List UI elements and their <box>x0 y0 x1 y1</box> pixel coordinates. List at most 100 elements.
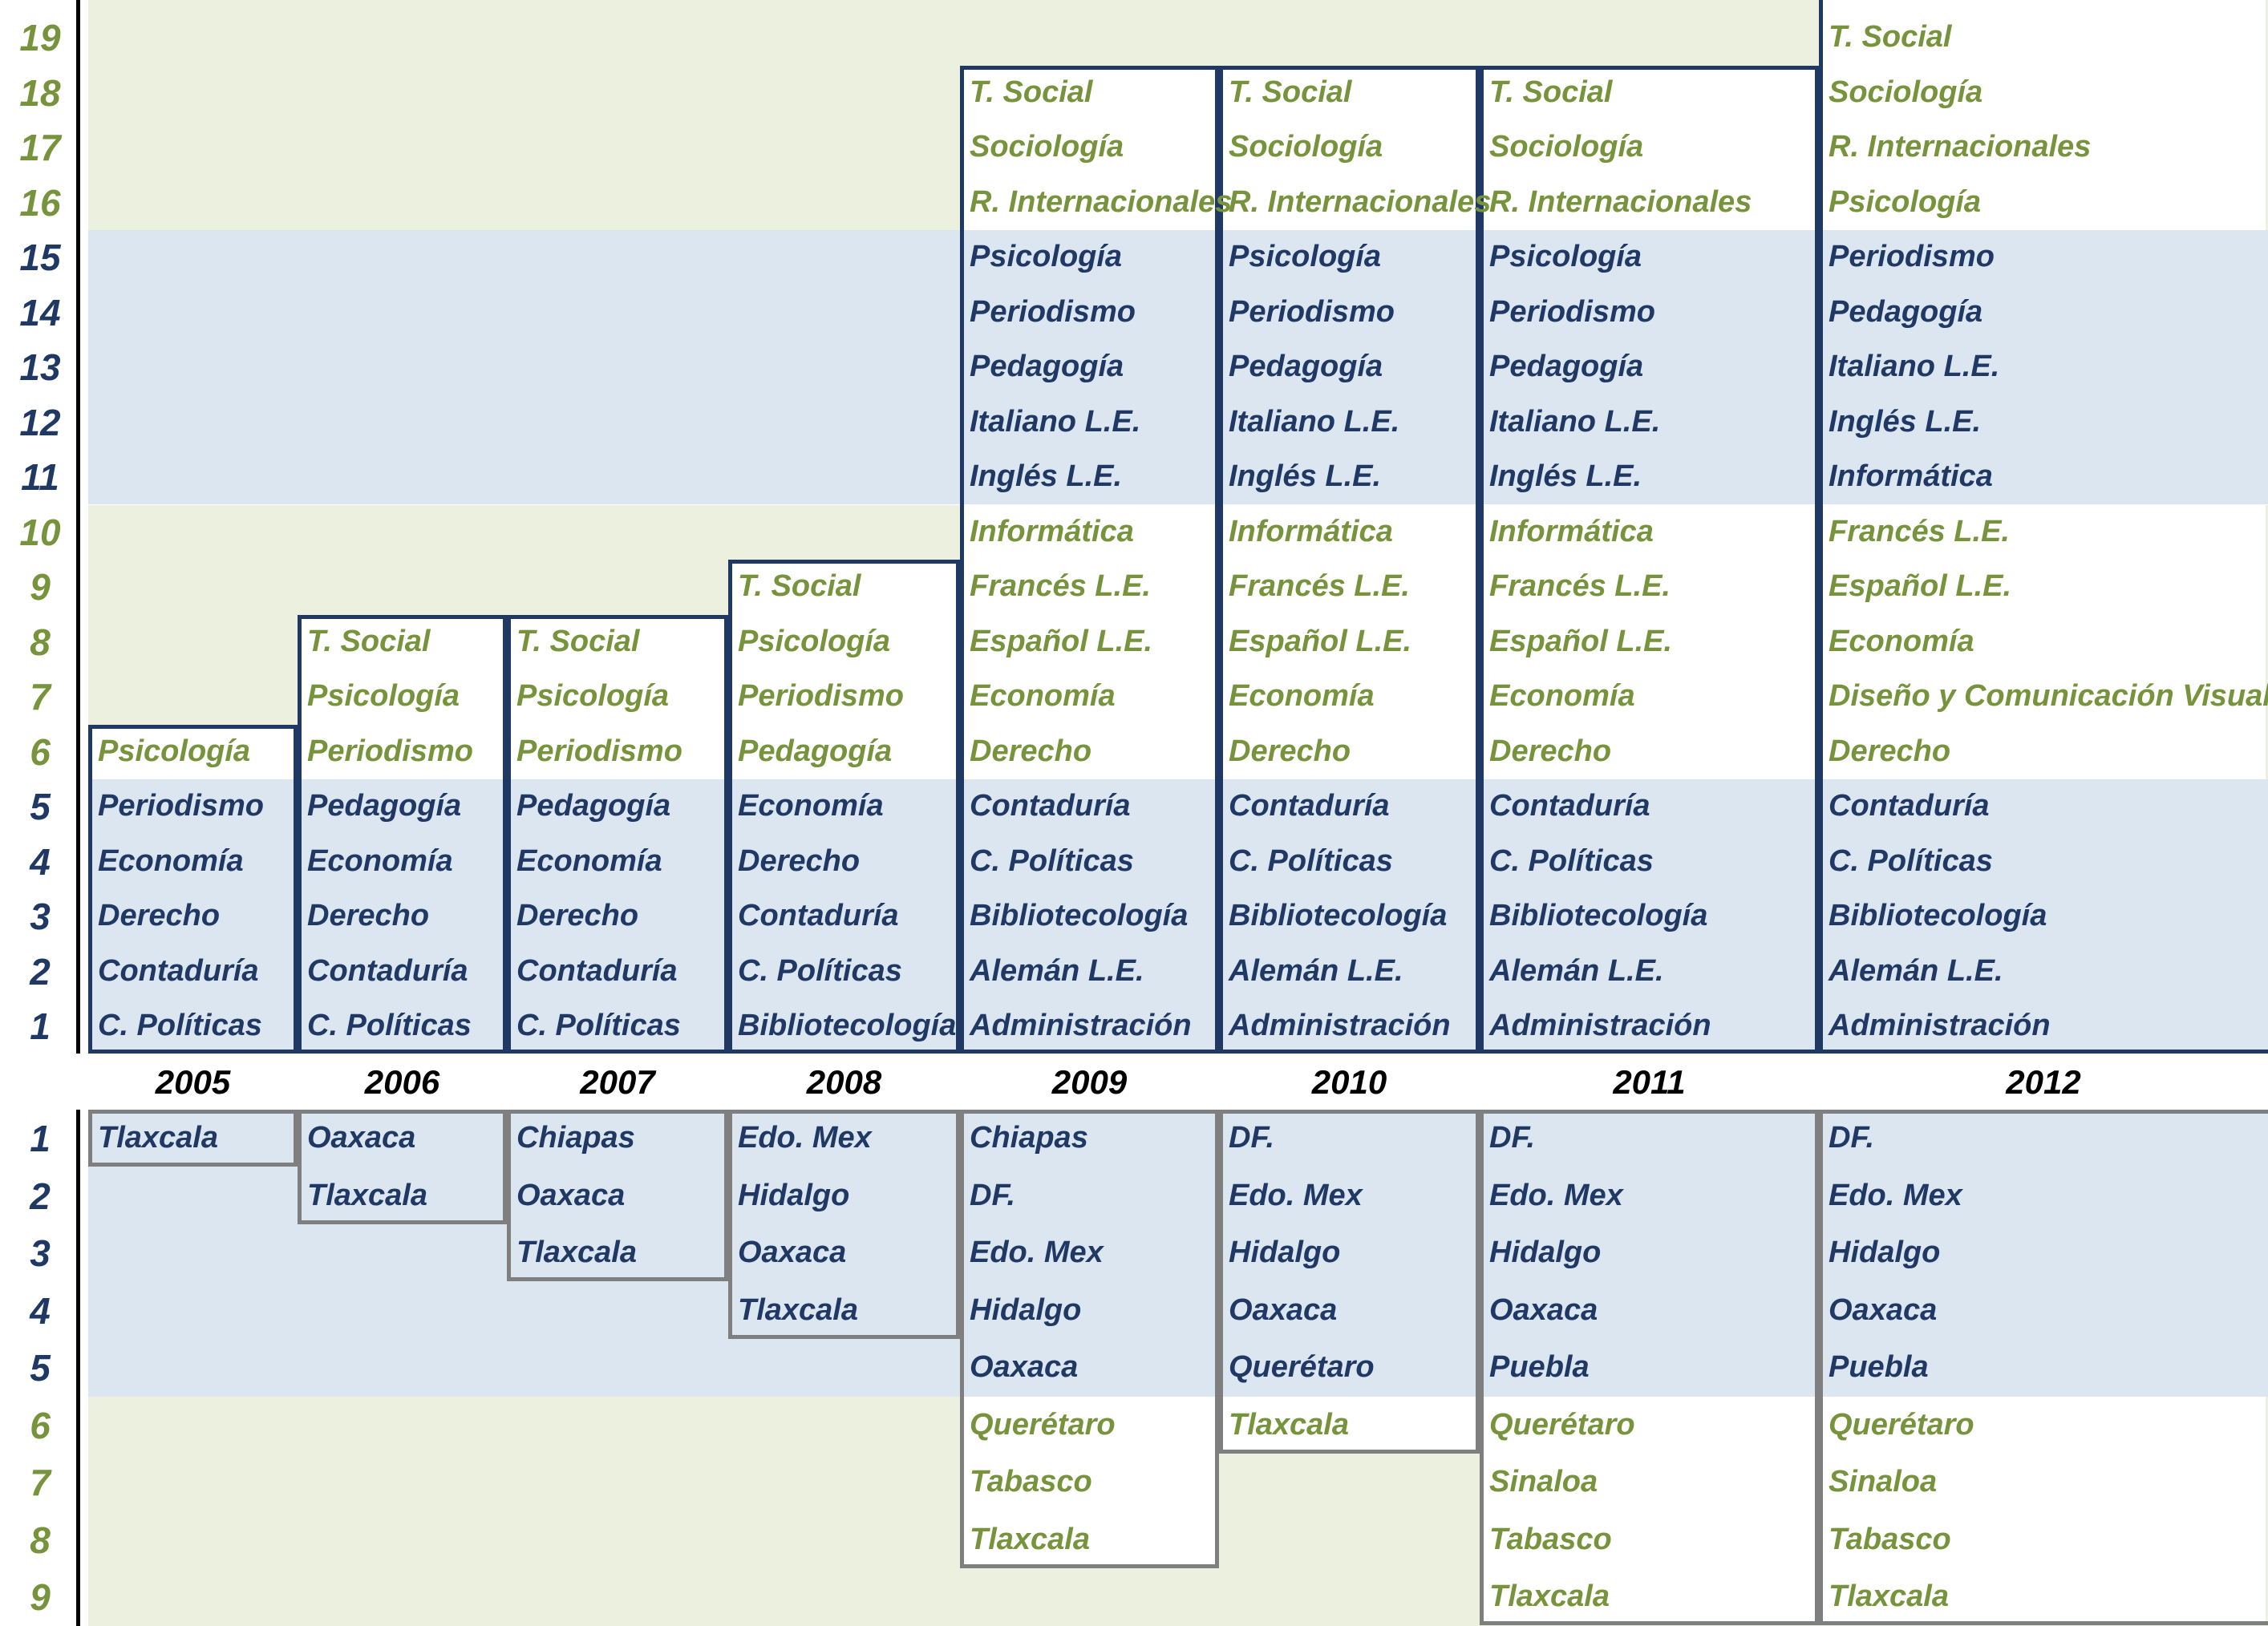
year-label: 2005 <box>155 1063 231 1101</box>
career-cell: Economía <box>970 679 1116 713</box>
career-cell: Francés L.E. <box>1489 569 1671 603</box>
career-cell: T. Social <box>516 624 640 658</box>
state-cell: Hidalgo <box>970 1292 1082 1327</box>
career-cell: Derecho <box>738 843 861 878</box>
state-cell: DF. <box>970 1178 1015 1212</box>
career-cell: Bibliotecología <box>1229 899 1448 932</box>
bottom-row-number: 8 <box>30 1519 51 1561</box>
career-cell: Periodismo <box>1229 294 1395 329</box>
career-cell: Informática <box>970 514 1134 548</box>
state-box-border-2005 <box>88 1110 298 1167</box>
career-cell: T. Social <box>1229 75 1352 109</box>
state-box-border-2006 <box>298 1110 507 1224</box>
state-cell: Edo. Mex <box>1829 1178 1962 1212</box>
left-axis-line-top <box>76 0 80 1054</box>
career-cell: Contaduría <box>1229 789 1390 823</box>
career-cell: Derecho <box>1829 734 1951 768</box>
state-cell: Hidalgo <box>1489 1236 1602 1269</box>
career-cell: C. Políticas <box>516 1009 681 1042</box>
career-cell: Sociología <box>1829 75 1983 109</box>
state-cell: Oaxaca <box>1829 1292 1938 1327</box>
state-cell: Oaxaca <box>970 1350 1079 1384</box>
career-cell: Bibliotecología <box>970 899 1189 932</box>
career-box-border-2007 <box>507 614 728 1054</box>
career-cell: Economía <box>1489 679 1635 713</box>
year-label: 2010 <box>1311 1063 1387 1101</box>
career-cell: Español L.E. <box>1489 624 1673 658</box>
career-cell: T. Social <box>738 569 861 603</box>
career-cell: Italiano L.E. <box>1229 404 1400 439</box>
top-row-number: 4 <box>30 840 51 883</box>
state-cell: Oaxaca <box>1229 1292 1338 1327</box>
career-cell: Contaduría <box>98 953 259 988</box>
career-box-fill-2012-16 <box>1821 0 2266 230</box>
career-cell: Italiano L.E. <box>970 404 1141 439</box>
career-cell: T. Social <box>970 75 1093 109</box>
career-cell: Administración <box>970 1009 1192 1042</box>
career-cell: R. Internacionales <box>1229 184 1492 219</box>
top-row-number: 3 <box>30 896 51 937</box>
career-box-border-2010 <box>1219 65 1480 1054</box>
career-cell: C. Políticas <box>1489 843 1654 878</box>
state-cell: Tabasco <box>970 1465 1092 1499</box>
bottom-row-number: 6 <box>30 1404 51 1446</box>
year-label: 2006 <box>364 1063 440 1101</box>
career-box-fill-2011-6 <box>1482 504 1816 779</box>
state-cell: Puebla <box>1489 1350 1590 1384</box>
career-cell: Pedagogía <box>307 789 462 823</box>
state-cell: Oaxaca <box>738 1236 847 1269</box>
state-cell: Tlaxcala <box>1829 1579 1949 1613</box>
top-row-number: 8 <box>30 621 51 663</box>
state-box-fill-2009 <box>962 1397 1217 1568</box>
career-cell: Inglés L.E. <box>1489 459 1642 493</box>
state-cell: Oaxaca <box>516 1178 626 1212</box>
career-cell: Periodismo <box>738 679 904 713</box>
career-cell: Economía <box>307 843 453 878</box>
state-cell: Tlaxcala <box>1489 1579 1610 1613</box>
top-band-1-5 <box>88 779 2268 1054</box>
state-cell: Edo. Mex <box>738 1121 872 1155</box>
career-box-fill-2012-6 <box>1821 504 2266 779</box>
state-cell: DF. <box>1829 1121 1874 1155</box>
career-cell: Italiano L.E. <box>1489 404 1661 439</box>
career-cell: T. Social <box>307 624 431 658</box>
state-cell: Tlaxcala <box>738 1292 858 1327</box>
state-cell: Hidalgo <box>1229 1236 1341 1269</box>
career-box-fill-2009-16 <box>962 67 1217 230</box>
career-cell: Derecho <box>1229 734 1351 768</box>
top-row-number: 1 <box>30 1005 51 1047</box>
career-cell: Periodismo <box>1829 240 1995 273</box>
career-cell: Francés L.E. <box>1829 514 2010 548</box>
career-box-fill-2010-6 <box>1221 504 1477 779</box>
career-cell: Bibliotecología <box>1489 899 1708 932</box>
career-box-fill-2006-6 <box>300 617 504 779</box>
career-cell: Informática <box>1829 459 1993 493</box>
career-box-fill-2008-6 <box>731 562 958 779</box>
bottom-row-number: 5 <box>30 1347 51 1389</box>
career-cell: Alemán L.E. <box>1229 953 1403 988</box>
state-cell: Oaxaca <box>1489 1292 1598 1327</box>
state-cell: Puebla <box>1829 1350 1929 1384</box>
top-row-number: 6 <box>30 730 51 773</box>
career-cell: Psicología <box>307 679 460 713</box>
state-cell: Tlaxcala <box>516 1236 637 1269</box>
state-cell: Querétaro <box>1489 1407 1635 1442</box>
career-cell: Periodismo <box>307 734 473 768</box>
career-cell: Pedagogía <box>1489 350 1644 383</box>
year-label: 2012 <box>2006 1063 2081 1101</box>
bottom-row-number: 9 <box>30 1576 51 1618</box>
career-box-fill-2007-6 <box>509 617 726 779</box>
state-box-border-2010 <box>1219 1110 1480 1454</box>
state-cell: Tlaxcala <box>1229 1407 1349 1442</box>
state-cell: Sinaloa <box>1489 1465 1598 1499</box>
year-label: 2007 <box>580 1063 655 1101</box>
career-cell: Sociología <box>1229 130 1383 164</box>
career-cell: Francés L.E. <box>970 569 1151 603</box>
top-row-number: 17 <box>19 127 61 168</box>
career-cell: Sociología <box>970 130 1124 164</box>
state-cell: Tlaxcala <box>307 1178 427 1212</box>
career-cell: Derecho <box>307 899 430 932</box>
career-cell: Administración <box>1489 1009 1711 1042</box>
career-cell: R. Internacionales <box>970 184 1233 219</box>
top-band-11-15 <box>88 230 2268 504</box>
